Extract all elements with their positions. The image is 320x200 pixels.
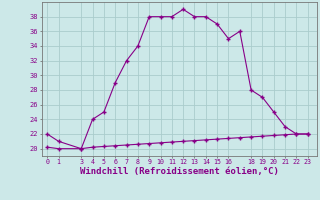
X-axis label: Windchill (Refroidissement éolien,°C): Windchill (Refroidissement éolien,°C) <box>80 167 279 176</box>
